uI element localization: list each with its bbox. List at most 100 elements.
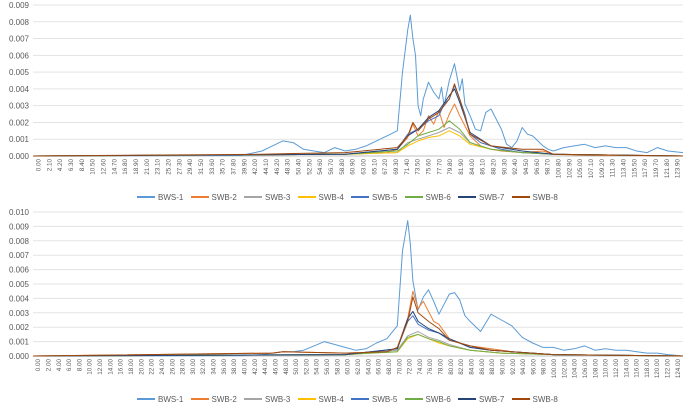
legend-item: SWB-7 <box>458 190 504 204</box>
y-tick-label: 0.008 <box>9 237 30 246</box>
x-tick-label: 109.20 <box>599 159 606 179</box>
y-tick-label: 0.003 <box>9 309 30 318</box>
x-tick-label: 0.00 <box>35 159 42 172</box>
x-tick-label: 71.40 <box>404 159 411 175</box>
x-tick-label: 37.80 <box>230 159 237 175</box>
legend-label: SWB-4 <box>318 192 344 202</box>
x-tick-label: 115.50 <box>631 159 638 178</box>
x-tick-label: 56.00 <box>324 359 331 375</box>
x-tick-label: 60.90 <box>350 159 357 175</box>
x-tick-label: 28.00 <box>180 359 187 375</box>
x-tick-label: 90.00 <box>499 359 506 375</box>
x-tick-label: 123.90 <box>675 159 682 179</box>
legend-label: SWB-2 <box>211 394 237 404</box>
x-tick-label: 52.00 <box>303 359 310 375</box>
x-tick-label: 22.00 <box>149 359 156 375</box>
x-tick-label: 50.00 <box>293 359 300 375</box>
x-tick-label: 18.00 <box>128 359 135 375</box>
x-tick-label: 88.20 <box>490 159 497 175</box>
x-tick-label: 10.00 <box>87 359 94 375</box>
legend-label: SWB-2 <box>211 192 237 202</box>
legend-swatch <box>190 196 209 198</box>
x-tick-label: 42.00 <box>252 359 259 375</box>
x-tick-label: 35.70 <box>220 159 227 175</box>
x-tick-label: 67.20 <box>382 159 389 175</box>
x-tick-label: 102.90 <box>566 159 573 179</box>
x-tick-label: 6.30 <box>68 159 75 172</box>
y-tick-label: 0.010 <box>9 208 30 217</box>
legend-swatch <box>137 196 155 198</box>
x-tick-label: 12.00 <box>97 359 104 375</box>
x-tick-label: 60.00 <box>345 359 352 375</box>
y-tick-label: 0.005 <box>9 68 30 77</box>
x-tick-label: 30.00 <box>190 359 197 375</box>
legend-label: SWB-8 <box>532 192 558 202</box>
x-tick-label: 8.00 <box>76 359 83 372</box>
x-tick-label: 39.90 <box>241 159 248 175</box>
x-tick-label: 58.80 <box>339 159 346 175</box>
legend-item: SWB-2 <box>190 392 237 406</box>
legend-swatch <box>404 196 423 198</box>
x-tick-label: 111.30 <box>610 159 617 178</box>
x-tick-label: 100.00 <box>551 359 558 379</box>
x-tick-label: 108.00 <box>592 359 599 379</box>
x-tick-label: 31.50 <box>198 159 205 175</box>
x-tick-label: 94.50 <box>523 159 530 175</box>
x-tick-label: 119.70 <box>653 159 660 178</box>
x-tick-label: 84.00 <box>468 359 475 375</box>
series-line-bws-1 <box>32 14 684 157</box>
x-tick-label: 52.50 <box>306 159 313 175</box>
series-line-swb-8 <box>32 296 684 357</box>
x-tick-label: 106.00 <box>582 359 589 379</box>
legend-label: BWS-1 <box>158 394 184 404</box>
x-tick-label: 102.00 <box>561 359 568 379</box>
series-line-swb-7 <box>32 310 684 357</box>
x-tick-label: 98.00 <box>541 359 548 375</box>
chart-bottom: 0.000 0.001 0.002 0.003 0.004 0.005 0.006 0.007… <box>0 205 685 407</box>
x-tick-label: 69.30 <box>393 159 400 175</box>
x-tick-label: 94.00 <box>520 359 527 375</box>
x-tick-label: 65.10 <box>371 159 378 175</box>
legend-swatch <box>351 196 369 198</box>
legend-swatch <box>190 398 209 400</box>
x-tick-label: 92.00 <box>510 359 517 375</box>
x-tick-label: 107.10 <box>588 159 595 179</box>
series-line-swb-6 <box>32 120 684 157</box>
x-tick-label: 100.80 <box>555 159 562 179</box>
y-tick-label: 0.007 <box>9 35 30 44</box>
legend-label: SWB-6 <box>425 192 451 202</box>
legend-item: BWS-1 <box>137 190 183 204</box>
x-tick-label: 121.80 <box>664 159 671 179</box>
legend-label: SWB-3 <box>265 192 291 202</box>
x-tick-label: 122.00 <box>665 359 672 379</box>
legend-item: SWB-3 <box>244 392 290 406</box>
legend-item: SWB-6 <box>404 190 451 204</box>
legend-swatch <box>458 196 476 198</box>
x-tick-label: 24.00 <box>159 359 166 375</box>
y-tick-label: 0.006 <box>9 266 30 275</box>
legend-label: SWB-5 <box>372 394 398 404</box>
x-tick-label: 6.00 <box>66 359 73 372</box>
series-line-swb-4 <box>32 130 684 157</box>
x-tick-label: 34.00 <box>211 359 218 375</box>
series-line-swb-5 <box>32 85 684 157</box>
x-tick-label: 124.00 <box>675 359 682 379</box>
legend-item: SWB-5 <box>351 392 397 406</box>
chart-top: 0.000 0.001 0.002 0.003 0.004 0.005 0.006 0.007… <box>9 1 684 204</box>
legend-item: SWB-8 <box>511 392 558 406</box>
x-tick-label: 48.00 <box>283 359 290 375</box>
x-tick-label: 44.00 <box>262 359 269 375</box>
legend-swatch <box>511 398 530 400</box>
legend-label: SWB-7 <box>479 394 505 404</box>
chart-bottom-legend: BWS-1 SWB-2 SWB-3 SWB-4 SWB-5 SWB-6 SWB-7 SWB-8 <box>0 392 685 406</box>
y-tick-label: 0.002 <box>9 118 30 127</box>
y-tick-label: 0.005 <box>9 280 30 289</box>
x-tick-label: 8.40 <box>79 159 86 172</box>
x-tick-label: 104.00 <box>572 359 579 379</box>
legend-swatch <box>404 398 423 400</box>
legend-item: SWB-5 <box>351 190 397 204</box>
x-tick-label: 4.20 <box>57 159 64 172</box>
x-tick-label: 75.60 <box>425 159 432 175</box>
x-tick-label: 12.60 <box>100 159 107 175</box>
x-tick-label: 73.50 <box>415 159 422 175</box>
